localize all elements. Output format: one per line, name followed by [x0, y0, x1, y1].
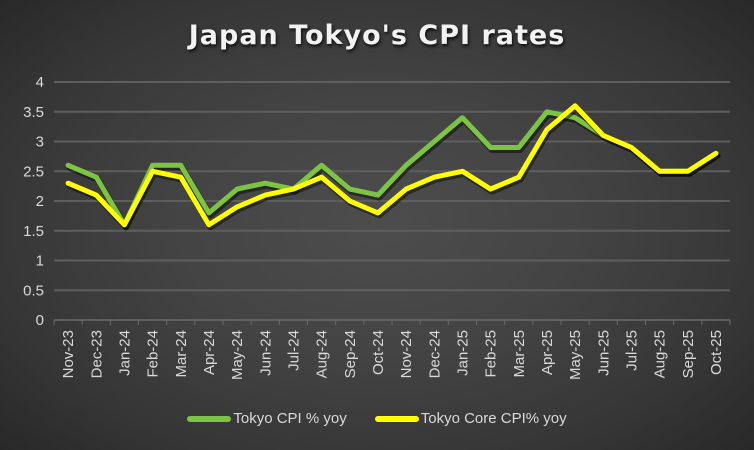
- y-tick-label: 3.5: [23, 104, 44, 121]
- y-tick-label: 1.5: [23, 223, 44, 240]
- x-tick-label: Aug-24: [314, 330, 331, 378]
- x-tick-label: Nov-23: [60, 330, 77, 378]
- x-tick-label: Dec-23: [88, 330, 105, 378]
- x-axis: Nov-23 Dec-23 Jan-24 Feb-24 Mar-24 Apr-24 May-…: [53, 319, 731, 380]
- x-tick-label: Jul-24: [285, 330, 302, 371]
- x-tick-label: Mar-25: [511, 330, 528, 378]
- x-tick-label: Jan-25: [454, 330, 471, 376]
- x-tick-label: Feb-25: [483, 330, 500, 378]
- y-tick-label: 2.5: [23, 163, 44, 180]
- legend-item-tokyo-cpi[interactable]: Tokyo CPI % yoy: [187, 410, 347, 427]
- x-tick-label: Dec-24: [426, 330, 443, 378]
- x-tick-label: Oct-25: [708, 330, 725, 375]
- gridlines: [54, 81, 730, 292]
- x-tick-label: Jun-24: [257, 330, 274, 376]
- y-tick-label: 0: [36, 312, 44, 329]
- y-tick-label: 4: [36, 74, 44, 91]
- legend-label: Tokyo Core CPI% yoy: [420, 410, 567, 427]
- y-tick-label: 0.5: [23, 282, 44, 299]
- x-tick-label: Jul-25: [623, 330, 640, 371]
- x-tick-label: Aug-25: [652, 330, 669, 378]
- y-axis: 0 0.5 1 1.5 2 2.5 3 3.5 4: [23, 74, 44, 329]
- x-tick-label: Jan-24: [116, 330, 133, 376]
- chart-title: Japan Tokyo's CPI rates: [188, 20, 566, 51]
- x-tick-label: May-25: [567, 330, 584, 380]
- x-tick-label: Oct-24: [370, 330, 387, 375]
- legend-label: Tokyo CPI % yoy: [233, 410, 347, 427]
- series-lines: [65, 103, 721, 231]
- x-tick-label: Nov-24: [398, 330, 415, 378]
- x-tick-label: Sep-25: [680, 330, 697, 378]
- x-tick-label: Apr-25: [539, 330, 556, 375]
- legend: Tokyo CPI % yoy Tokyo Core CPI% yoy: [0, 410, 754, 427]
- x-tick-label: Apr-24: [201, 330, 218, 375]
- x-tick-label: Feb-24: [145, 330, 162, 378]
- x-tick-label: Sep-24: [342, 330, 359, 378]
- y-tick-label: 2: [36, 193, 44, 210]
- x-tick-label: May-24: [229, 330, 246, 380]
- y-tick-label: 3: [36, 134, 44, 151]
- x-tick-label: Jun-25: [595, 330, 612, 376]
- y-tick-label: 1: [36, 253, 44, 270]
- legend-item-tokyo-core-cpi[interactable]: Tokyo Core CPI% yoy: [374, 410, 567, 427]
- series-line-tokyo-core-cpi: [65, 103, 719, 228]
- legend-swatch-green-icon: [187, 415, 232, 422]
- x-tick-label: Mar-24: [173, 330, 190, 378]
- legend-swatch-yellow-icon: [374, 415, 419, 422]
